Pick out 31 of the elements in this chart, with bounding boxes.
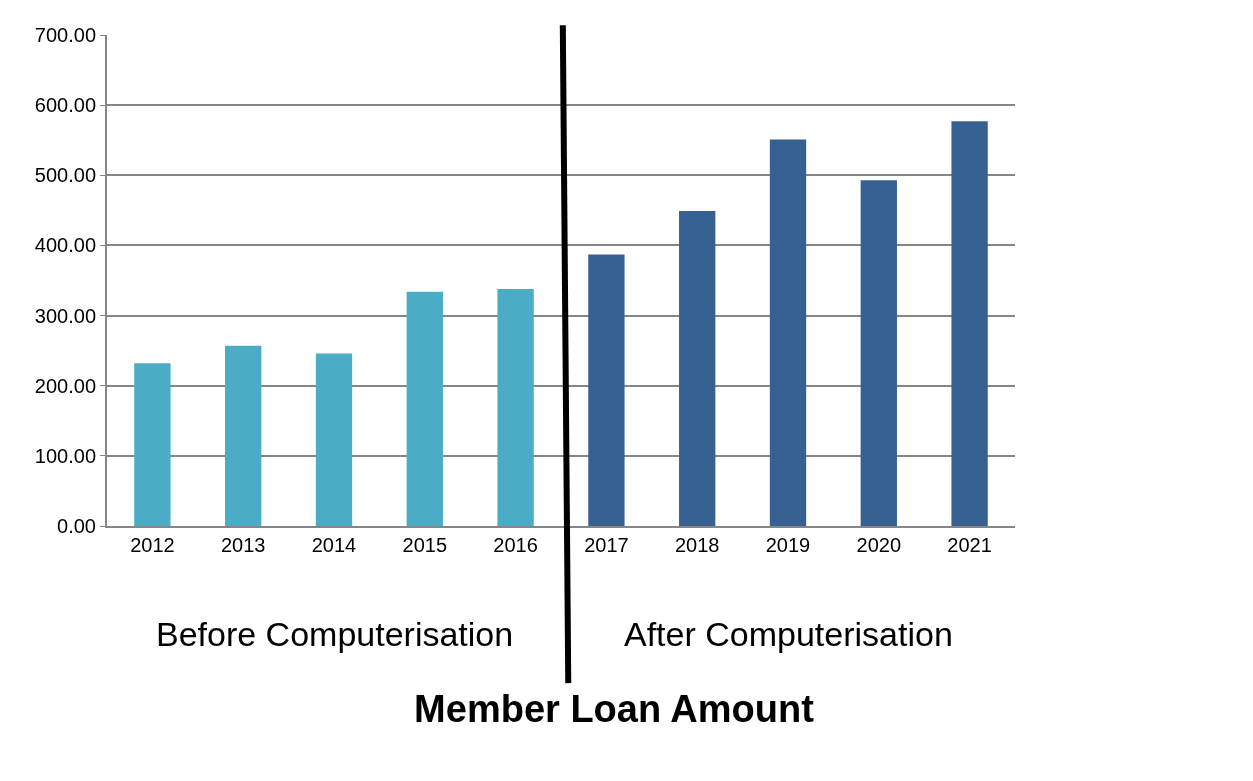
bar [769,139,807,526]
y-tick-label: 500.00 [34,164,96,187]
bar [679,211,716,526]
y-tick-label: 300.00 [34,304,96,327]
bar [951,121,988,526]
bar [497,288,534,526]
x-tick-label: 2020 [856,534,902,556]
y-tick-label: 600.00 [34,94,96,117]
bar [860,180,897,526]
text: Before Computerisation [156,615,514,653]
bar [588,254,625,526]
x-tick-label: 2019 [765,534,811,556]
y-tick-label: 400.00 [34,234,96,257]
bar [134,363,171,526]
x-tick-label: 2014 [311,534,357,556]
y-tick-label: 0.00 [57,515,96,537]
x-tick-label: 2018 [674,534,720,556]
y-tick-label: 700.00 [34,24,96,46]
x-tick-label: 2013 [220,534,266,556]
x-tick-label: 2012 [130,534,175,556]
text: Member Loan Amount [414,687,815,730]
x-tick-label: 2017 [584,534,629,556]
y-tick-label: 100.00 [34,444,96,467]
bar [406,291,443,526]
bar [225,345,262,526]
bar [315,353,353,526]
x-tick-label: 2015 [402,534,448,556]
x-tick-label: 2016 [493,534,538,556]
x-tick-label: 2021 [947,534,992,556]
text: After Computerisation [624,615,953,653]
y-tick-label: 200.00 [34,374,96,397]
